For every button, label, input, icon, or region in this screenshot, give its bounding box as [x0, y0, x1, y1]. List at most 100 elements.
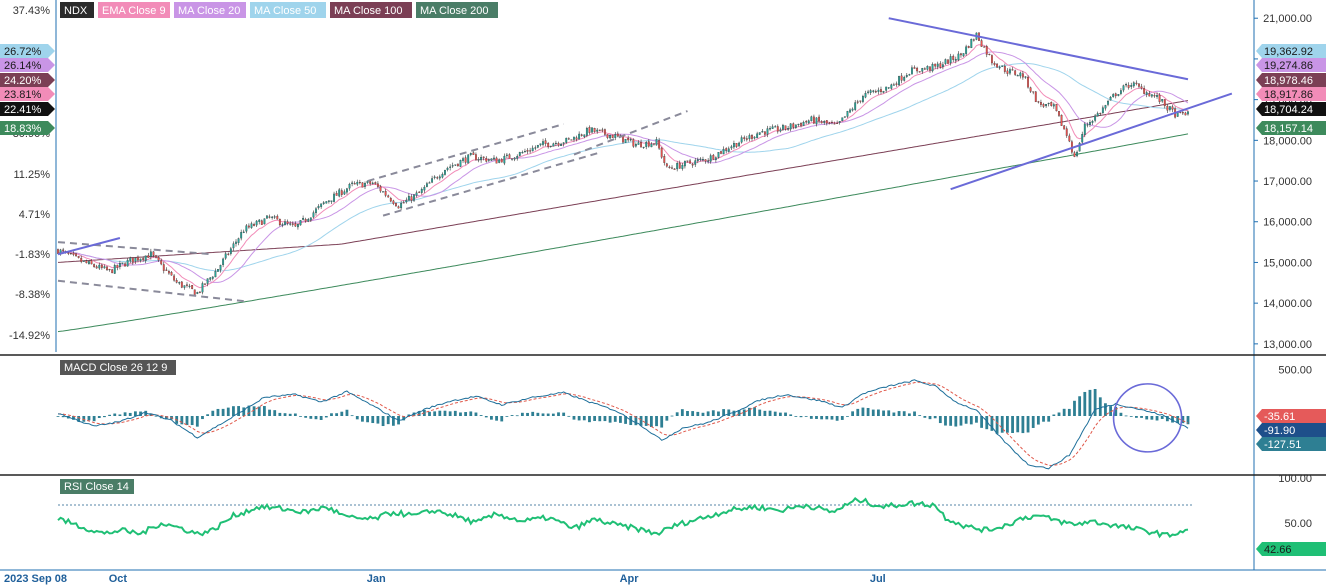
candle — [98, 262, 101, 270]
candle — [1021, 70, 1024, 80]
macd-value-tag-bg — [1256, 409, 1326, 423]
percent-value-tag-bg — [0, 73, 55, 87]
macd-histogram-bar — [1073, 400, 1076, 416]
candle-body — [609, 134, 612, 139]
candle-body — [1029, 87, 1032, 92]
candle-body — [905, 75, 908, 77]
candle-body — [604, 129, 606, 135]
candle — [725, 147, 728, 154]
macd-histogram-bar — [686, 411, 689, 416]
candle-body — [789, 123, 792, 130]
candle — [784, 125, 787, 131]
trendline — [888, 17, 1189, 81]
candle — [480, 154, 483, 163]
candle — [949, 53, 952, 66]
candle — [696, 157, 699, 164]
candle — [714, 156, 717, 163]
candle — [547, 142, 550, 149]
candle-body — [714, 157, 717, 160]
candle — [629, 137, 632, 142]
macd-histogram-bar — [665, 416, 669, 421]
candle-body — [100, 264, 103, 268]
candle — [831, 120, 833, 125]
candle-body — [498, 159, 501, 163]
candle-body — [126, 259, 129, 267]
candle-body — [738, 142, 741, 147]
candle-body — [93, 264, 96, 267]
candle-body — [356, 181, 359, 185]
macd-histogram-bar — [613, 416, 617, 422]
candle — [1140, 83, 1143, 90]
candle-body — [991, 55, 993, 64]
candle — [810, 115, 813, 122]
macd-histogram-bar — [995, 416, 999, 434]
macd-histogram-bar — [727, 409, 731, 416]
candle-body — [273, 216, 276, 218]
price-tick-label: 18,000.00 — [1263, 135, 1312, 147]
candle — [75, 252, 77, 257]
candle-body — [717, 152, 720, 158]
candle — [846, 110, 849, 119]
candle-body — [281, 224, 284, 226]
rsi-tick-label: 50.00 — [1284, 518, 1312, 530]
candle — [717, 152, 720, 159]
candle-body — [420, 189, 423, 193]
percent-value-tag-bg — [0, 102, 55, 116]
candle-body — [567, 138, 570, 140]
candle — [327, 200, 330, 204]
candle-body — [428, 182, 431, 184]
percent-value-tag: 23.81% — [0, 87, 55, 101]
candle — [849, 108, 851, 114]
candle — [836, 120, 839, 125]
macd-histogram-bar — [768, 410, 772, 416]
candle-body — [885, 86, 888, 91]
macd-pane — [56, 379, 1190, 470]
macd-histogram-bar — [778, 412, 782, 416]
candle-body — [562, 142, 565, 144]
candle-body — [413, 194, 415, 201]
candle-body — [601, 129, 604, 131]
candle-body — [874, 91, 877, 93]
candle-body — [1060, 114, 1063, 126]
macd-histogram-bar — [1119, 412, 1123, 416]
candle — [312, 210, 315, 219]
candle-body — [954, 59, 957, 61]
macd-histogram-bar — [72, 416, 75, 420]
candle-body — [69, 252, 72, 255]
candle — [237, 237, 240, 246]
candle-body — [743, 137, 746, 140]
candle-body — [526, 150, 529, 152]
price-value-tag: 19,362.92 — [1256, 44, 1326, 58]
candle-body — [235, 241, 237, 244]
candle — [539, 143, 542, 147]
macd-histogram-bar — [546, 413, 550, 416]
candle-body — [818, 116, 820, 122]
price-value-tag-bg — [1256, 121, 1326, 135]
macd-histogram-bar — [278, 412, 282, 416]
candle — [131, 257, 134, 265]
candle-body — [766, 128, 769, 135]
macd-histogram-bar — [268, 409, 271, 416]
candle — [204, 283, 206, 286]
price-tick-label: 16,000.00 — [1263, 217, 1312, 229]
candle-body — [521, 152, 524, 154]
candle-body — [524, 151, 526, 153]
candle — [859, 100, 862, 104]
candle-body — [317, 205, 320, 209]
candle — [183, 285, 186, 290]
candle — [247, 223, 250, 229]
legend-item: NDX — [60, 2, 94, 18]
macd-histogram-bar — [985, 416, 989, 430]
candle-body — [196, 292, 199, 294]
candle — [433, 175, 436, 180]
candle-body — [407, 195, 410, 201]
macd-histogram-bar — [1098, 397, 1102, 416]
candle-body — [529, 150, 532, 152]
candle-body — [616, 133, 619, 137]
candle-body — [748, 135, 751, 140]
candle-body — [361, 182, 364, 188]
candle-body — [570, 139, 573, 141]
macd-histogram-bar — [355, 416, 359, 420]
candle-body — [454, 164, 457, 166]
candle — [139, 258, 142, 263]
